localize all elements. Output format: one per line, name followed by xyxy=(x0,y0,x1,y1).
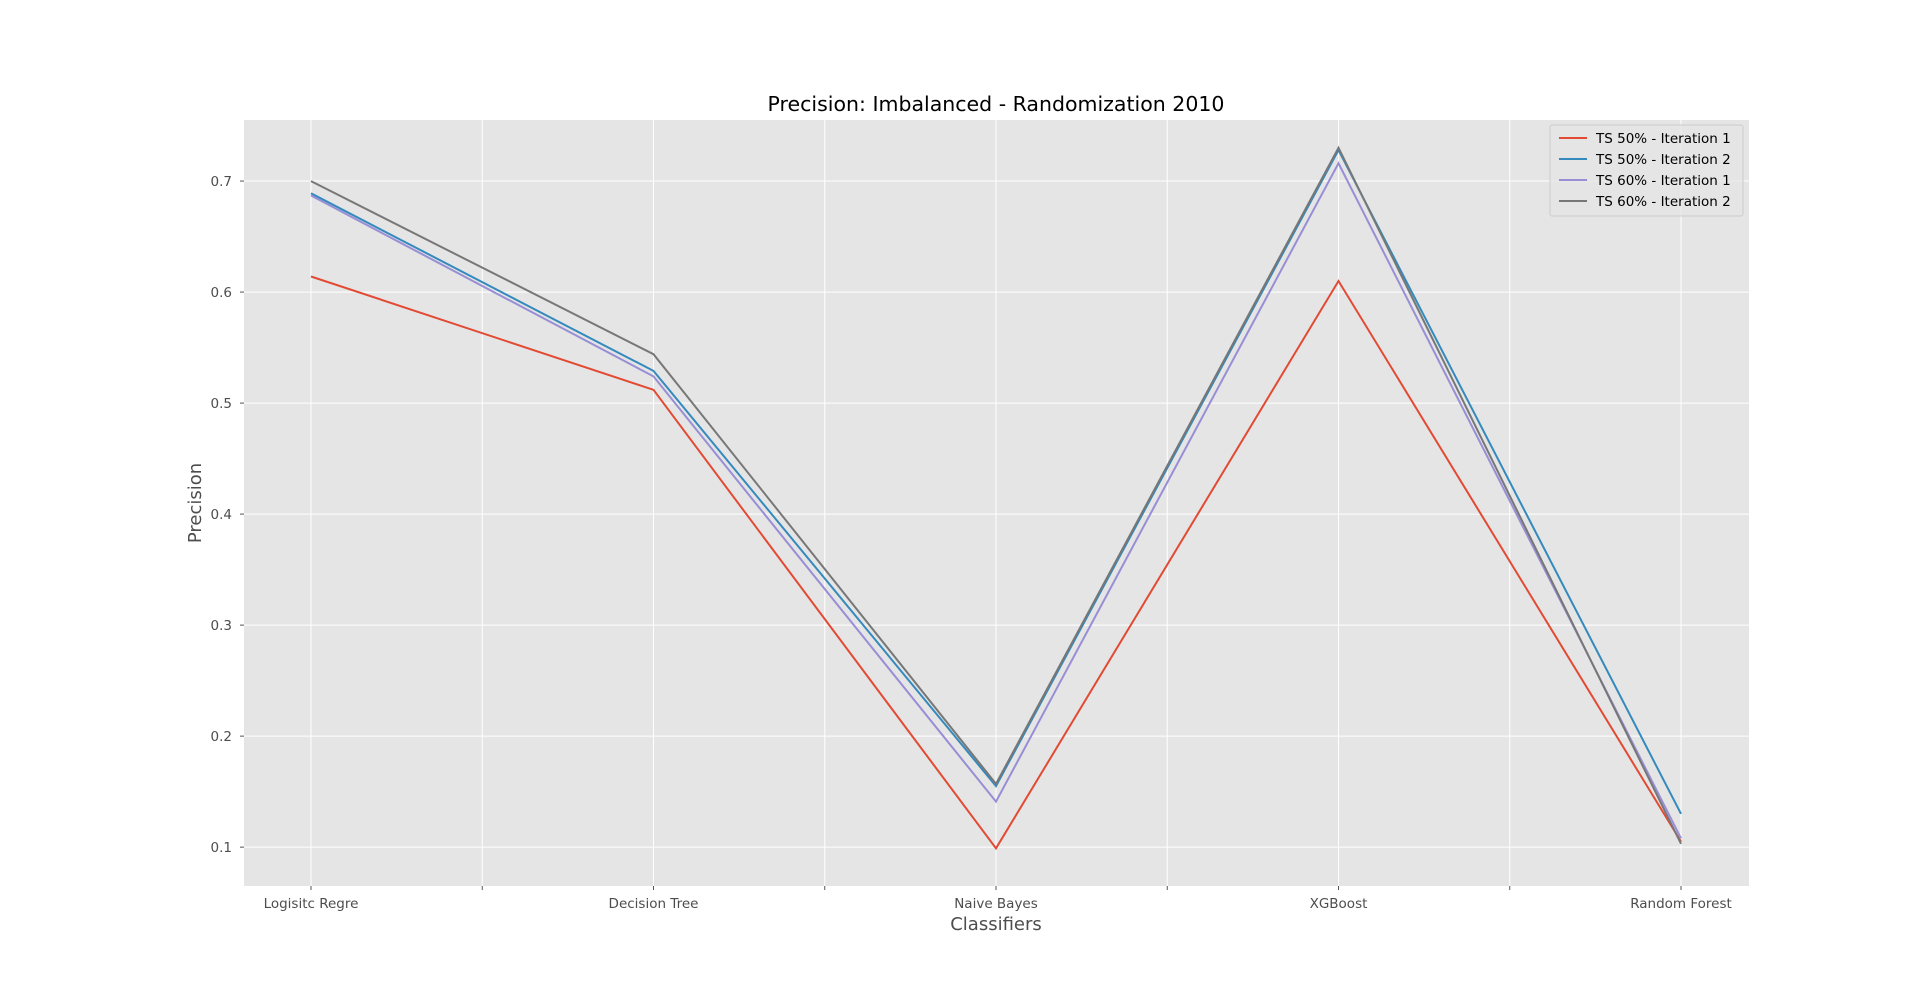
x-axis-title: Classifiers xyxy=(950,914,1042,935)
y-tick-label: 0.2 xyxy=(211,729,232,745)
y-tick-label: 0.4 xyxy=(211,507,232,523)
legend-label: TS 60% - Iteration 2 xyxy=(1595,194,1731,210)
legend-label: TS 60% - Iteration 1 xyxy=(1595,173,1731,189)
y-tick-label: 0.7 xyxy=(211,174,232,190)
x-tick-label: Decision Tree xyxy=(609,896,699,912)
y-axis: 0.1 0.2 0.3 0.4 0.5 0.6 0.7 xyxy=(211,174,244,856)
x-tick-label: XGBoost xyxy=(1310,896,1368,912)
x-tick-label: Logisitc Regre xyxy=(264,896,359,912)
chart-title: Precision: Imbalanced - Randomization 20… xyxy=(768,92,1225,116)
y-tick-label: 0.1 xyxy=(211,840,232,856)
x-tick-label: Naive Bayes xyxy=(954,896,1038,912)
series-line-3 xyxy=(310,161,1682,839)
y-tick-label: 0.5 xyxy=(211,396,232,412)
y-axis-title: Precision xyxy=(185,463,206,543)
y-tick-label: 0.6 xyxy=(211,285,232,301)
series-line-4 xyxy=(310,145,1682,845)
x-axis: Logisitc Regre Decision Tree Naive Bayes XG… xyxy=(264,886,1732,912)
legend-box xyxy=(1549,124,1744,217)
legend-label: TS 50% - Iteration 2 xyxy=(1595,152,1731,168)
series-lines xyxy=(310,145,1682,851)
x-tick-label: Random Forest xyxy=(1630,896,1732,912)
legend-label: TS 50% - Iteration 1 xyxy=(1595,131,1731,147)
series-line-1 xyxy=(310,275,1682,851)
series-line-2 xyxy=(310,147,1682,815)
legend: TS 50% - Iteration 1 TS 50% - Iteration 2… xyxy=(1549,124,1744,217)
y-tick-label: 0.3 xyxy=(211,618,232,634)
